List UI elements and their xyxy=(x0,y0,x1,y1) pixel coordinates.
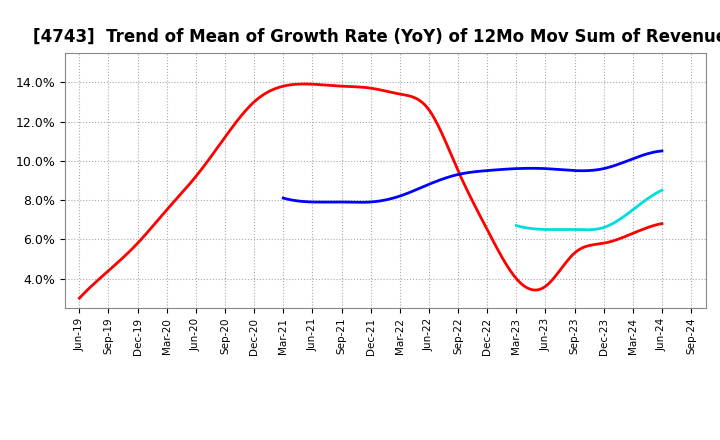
5 Years xyxy=(356,200,365,205)
7 Years xyxy=(512,223,521,228)
5 Years xyxy=(279,195,287,201)
7 Years xyxy=(635,202,644,207)
3 Years xyxy=(424,106,433,111)
5 Years xyxy=(280,196,289,201)
7 Years xyxy=(513,223,521,228)
5 Years xyxy=(512,166,521,171)
5 Years xyxy=(505,166,514,172)
Line: 7 Years: 7 Years xyxy=(516,190,662,230)
5 Years xyxy=(599,166,608,171)
7 Years xyxy=(644,195,653,201)
3 Years xyxy=(299,81,307,87)
3 Years xyxy=(433,122,442,128)
3 Years xyxy=(75,296,84,301)
Legend: 3 Years, 5 Years, 7 Years, 10 Years: 3 Years, 5 Years, 7 Years, 10 Years xyxy=(153,434,617,440)
7 Years xyxy=(602,224,611,229)
7 Years xyxy=(598,225,607,231)
7 Years xyxy=(657,187,666,193)
3 Years xyxy=(657,221,666,226)
3 Years xyxy=(422,104,431,109)
5 Years xyxy=(657,148,666,154)
Line: 5 Years: 5 Years xyxy=(283,151,662,202)
7 Years xyxy=(582,227,590,232)
Title: [4743]  Trend of Mean of Growth Rate (YoY) of 12Mo Mov Sum of Revenues: [4743] Trend of Mean of Growth Rate (YoY… xyxy=(33,28,720,46)
7 Years xyxy=(599,225,608,230)
Line: 3 Years: 3 Years xyxy=(79,84,662,298)
5 Years xyxy=(624,158,632,163)
3 Years xyxy=(605,239,613,245)
3 Years xyxy=(77,293,86,299)
3 Years xyxy=(568,253,577,258)
5 Years xyxy=(504,166,513,172)
